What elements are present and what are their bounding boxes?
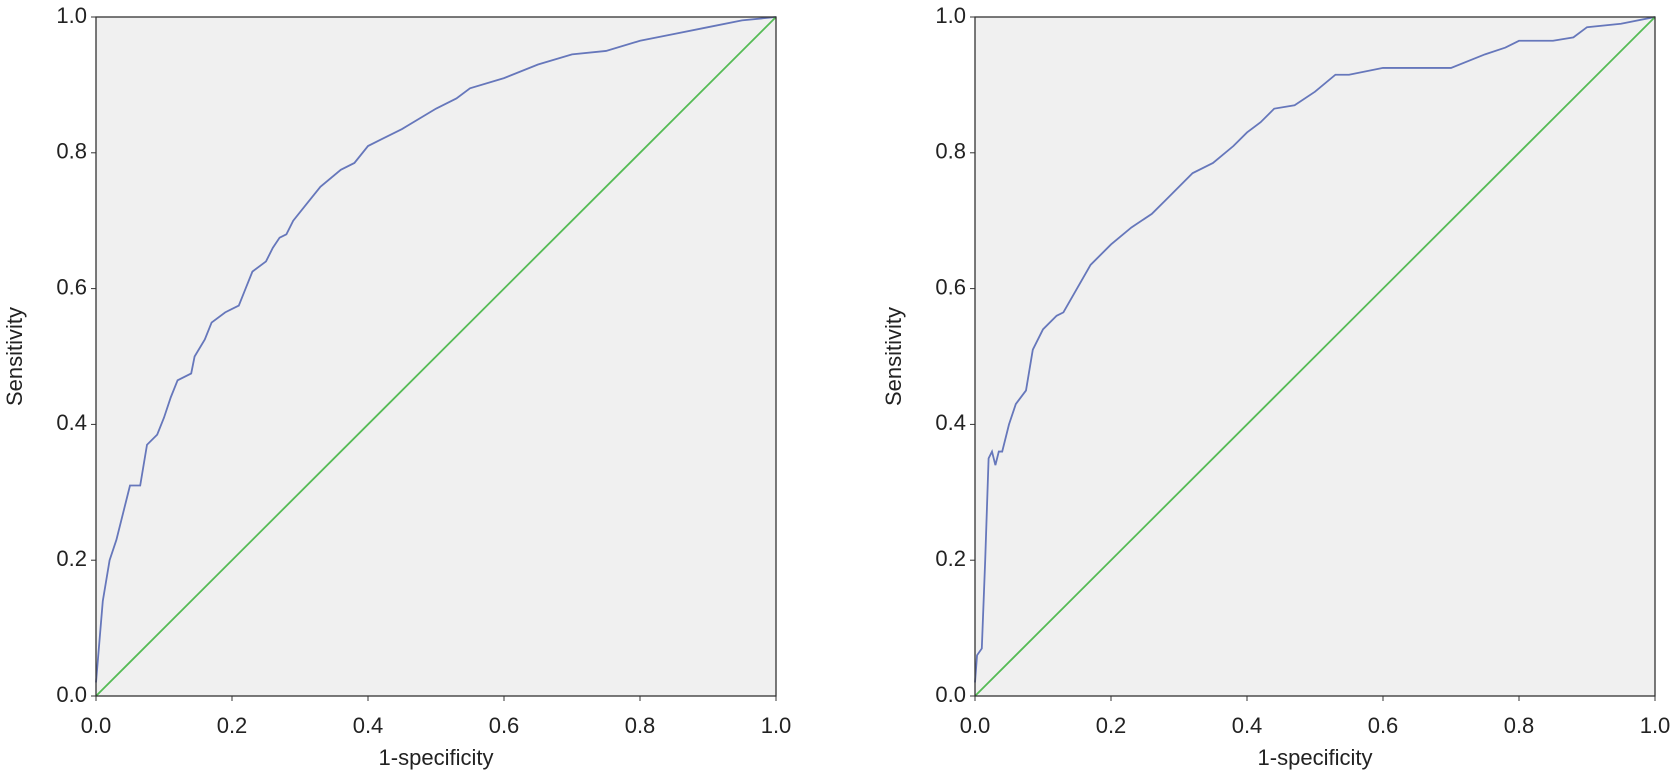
roc-line xyxy=(95,16,777,697)
x-tick-label: 1.0 xyxy=(761,713,792,738)
y-tick-label: 0.8 xyxy=(935,139,966,164)
y-tick-label: 0.2 xyxy=(56,546,87,571)
roc-line xyxy=(95,16,777,683)
x-tick-label: 1.0 xyxy=(1640,713,1671,738)
plot-frame xyxy=(974,16,1656,697)
x-axis-label: 1-specificity xyxy=(1258,745,1373,770)
plot-frame xyxy=(95,16,777,697)
y-tick-label: 0.0 xyxy=(56,682,87,707)
x-tick-label: 0.0 xyxy=(81,713,112,738)
y-tick-label: 0.4 xyxy=(935,410,966,435)
x-tick-label: 0.8 xyxy=(1504,713,1535,738)
x-axis-label: 1-specificity xyxy=(379,745,494,770)
y-tick-label: 0.4 xyxy=(56,410,87,435)
x-tick-label: 0.6 xyxy=(489,713,520,738)
y-tick-label: 0.2 xyxy=(935,546,966,571)
y-tick-label: 0.6 xyxy=(56,274,87,299)
y-tick-label: 0.0 xyxy=(935,682,966,707)
x-tick-label: 0.4 xyxy=(1232,713,1263,738)
y-axis-label: Sensitivity xyxy=(881,307,906,406)
x-tick-label: 0.8 xyxy=(625,713,656,738)
y-tick-label: 1.0 xyxy=(935,3,966,28)
y-tick-label: 1.0 xyxy=(56,3,87,28)
x-tick-label: 0.2 xyxy=(217,713,248,738)
y-tick-label: 0.8 xyxy=(56,139,87,164)
y-tick-label: 0.6 xyxy=(935,274,966,299)
roc-line xyxy=(974,16,1656,683)
x-tick-label: 0.0 xyxy=(960,713,991,738)
x-tick-label: 0.4 xyxy=(353,713,384,738)
x-tick-label: 0.6 xyxy=(1368,713,1399,738)
x-tick-label: 0.2 xyxy=(1096,713,1127,738)
roc-line xyxy=(974,16,1656,697)
y-axis-label: Sensitivity xyxy=(2,307,27,406)
